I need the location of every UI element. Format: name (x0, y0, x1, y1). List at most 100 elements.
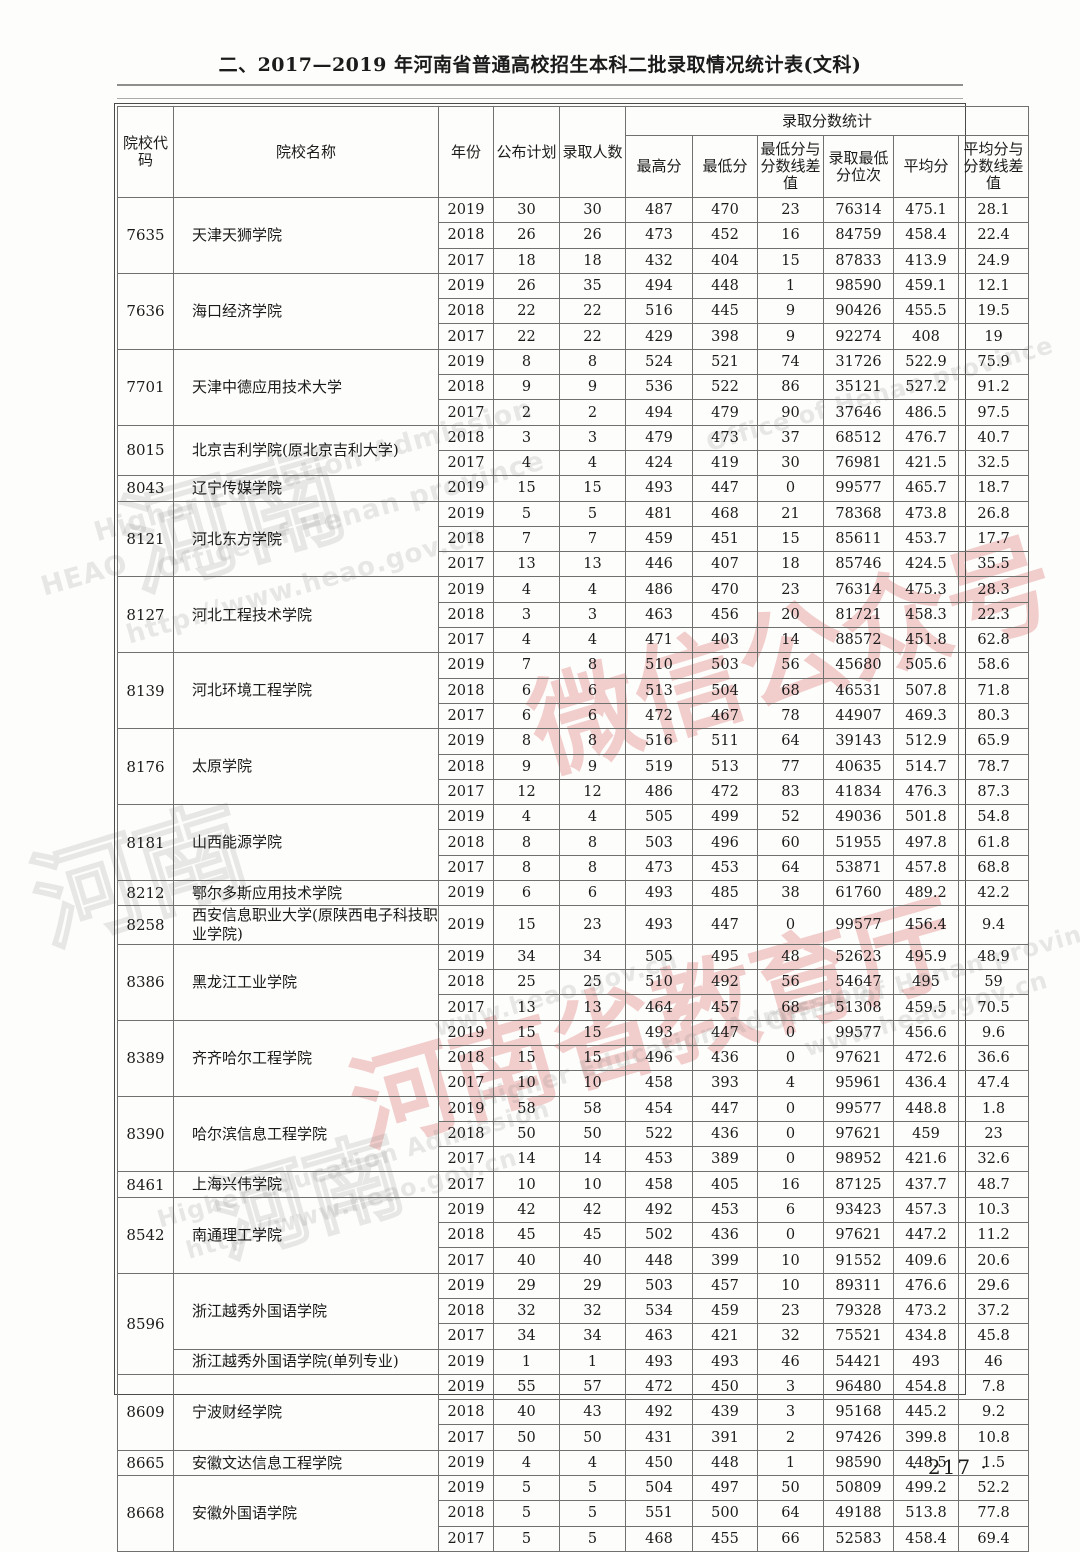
cell-year: 2019 (438, 1095, 494, 1122)
cell-year: 2017 (438, 1323, 494, 1350)
cell-plan: 22 (493, 298, 560, 325)
table-row: 2018 50 50 522 436 0 97621 459 23 (118, 1120, 1030, 1148)
cell-avg-diff: 91.2 (957, 374, 1030, 401)
cell-min-diff: 16 (757, 1171, 824, 1198)
cell-max-score: 492 (625, 1399, 693, 1426)
cell-admitted: 15 (559, 475, 626, 502)
cell-min-diff: 64 (757, 854, 824, 882)
cell-plan: 15 (493, 1019, 560, 1047)
table-row: 7701 天津中德应用技术大学 2019 8 8 524 521 74 31726 522.9 75… (117, 348, 1030, 426)
cell-min-rank: 76981 (823, 449, 894, 477)
cell-admitted: 43 (559, 1399, 626, 1426)
table-row: 2018 9 9 536 522 86 35121 527.2 91.2 (118, 374, 1030, 401)
cell-admitted: 14 (559, 1146, 626, 1173)
cell-plan: 42 (493, 1196, 560, 1224)
cell-min-rank: 31726 (823, 348, 894, 376)
cell-min-diff: 66 (757, 1525, 824, 1552)
cell-avg-score: 399.8 (893, 1424, 959, 1451)
cell-year: 2018 (438, 1399, 494, 1426)
cell-avg-score: 424.5 (893, 551, 959, 578)
cell-avg-diff: 46 (957, 1348, 1030, 1375)
cell-year: 2017 (438, 551, 494, 578)
cell-school-code: 8386 (117, 943, 174, 1021)
table-row: 8212 鄂尔多斯应用技术学院 2019 6 6 493 485 38 61760 489.2 42… (117, 880, 1030, 907)
cell-plan: 3 (493, 601, 560, 629)
header-avg-diff: 平均分与分数线差值 (957, 135, 1030, 198)
cell-admitted: 50 (559, 1424, 626, 1451)
table-body: 7635 天津天狮学院 2019 30 30 487 470 23 76314 475.1 28.1… (117, 196, 1030, 1552)
cell-plan: 13 (493, 994, 560, 1021)
cell-school-code: 8139 (117, 652, 174, 730)
cell-admitted: 34 (559, 943, 626, 971)
cell-school-name: 河北工程技术学院 (173, 576, 439, 654)
cell-admitted: 6 (559, 677, 626, 704)
header-code: 院校代码 (117, 106, 174, 198)
cell-min-rank: 68512 (823, 424, 894, 451)
cell-plan: 29 (493, 1272, 560, 1299)
cell-min-score: 407 (692, 551, 758, 578)
cell-school-code: 8542 (117, 1196, 174, 1274)
page-number: · 217 · (0, 1455, 1080, 1479)
cell-plan: 4 (493, 449, 560, 477)
cell-year: 2019 (438, 475, 494, 502)
cell-avg-score: 505.6 (893, 652, 959, 679)
cell-year: 2018 (438, 424, 494, 451)
cell-admitted: 29 (559, 1272, 626, 1299)
cell-avg-score: 459.1 (893, 272, 959, 300)
cell-year: 2017 (438, 1424, 494, 1451)
cell-plan: 14 (493, 1146, 560, 1173)
cell-avg-score: 436.4 (893, 1070, 959, 1097)
cell-plan: 10 (493, 1171, 560, 1198)
cell-avg-diff: 40.7 (957, 424, 1030, 451)
cell-min-score: 451 (692, 525, 758, 553)
cell-avg-score: 456.4 (893, 905, 959, 945)
cell-min-rank: 45680 (823, 652, 894, 679)
cell-plan: 50 (493, 1120, 560, 1148)
cell-min-score: 500 (692, 1500, 758, 1527)
cell-max-score: 424 (625, 449, 693, 477)
cell-max-score: 522 (625, 1120, 693, 1148)
cell-plan: 8 (493, 829, 560, 856)
cell-school-name: 天津中德应用技术大学 (173, 348, 439, 426)
cell-year: 2019 (438, 1196, 494, 1224)
cell-plan: 9 (493, 753, 560, 780)
cell-min-diff: 14 (757, 627, 824, 654)
cell-admitted: 34 (559, 1323, 626, 1350)
cell-school-code: 8043 (117, 475, 174, 502)
cell-min-diff: 38 (757, 880, 824, 907)
cell-min-score: 421 (692, 1323, 758, 1350)
cell-max-score: 493 (625, 1348, 693, 1375)
table-row: 8461 上海兴伟学院 2017 10 10 458 405 16 87125 437.7 48.7 (117, 1171, 1030, 1198)
cell-avg-diff: 23 (957, 1120, 1030, 1148)
cell-plan: 15 (493, 905, 560, 945)
cell-avg-score: 456.6 (893, 1019, 959, 1047)
cell-min-score: 455 (692, 1525, 758, 1552)
cell-max-score: 448 (625, 1247, 693, 1274)
title-rule-bottom (117, 98, 963, 99)
table-row: 2018 26 26 473 452 16 84759 458.4 22.4 (118, 222, 1030, 249)
cell-plan: 34 (493, 1323, 560, 1350)
cell-max-score: 516 (625, 298, 693, 325)
cell-avg-score: 472.6 (893, 1044, 959, 1072)
cell-avg-diff: 45.8 (957, 1323, 1030, 1350)
cell-avg-diff: 28.3 (957, 576, 1030, 603)
cell-avg-diff: 97.5 (957, 399, 1030, 426)
cell-min-diff: 23 (757, 576, 824, 603)
cell-plan: 58 (493, 1095, 560, 1122)
cell-year: 2018 (438, 1044, 494, 1072)
cell-min-diff: 0 (757, 1019, 824, 1047)
cell-year: 2018 (438, 1500, 494, 1527)
cell-plan: 2 (493, 399, 560, 426)
cell-year: 2018 (438, 601, 494, 629)
cell-plan: 55 (493, 1373, 560, 1401)
cell-avg-score: 527.2 (893, 374, 959, 401)
cell-min-score: 389 (692, 1146, 758, 1173)
cell-min-score: 504 (692, 677, 758, 704)
cell-min-score: 439 (692, 1399, 758, 1426)
cell-year: 2017 (438, 247, 494, 274)
cell-admitted: 8 (559, 348, 626, 376)
cell-avg-score: 448.8 (893, 1095, 959, 1122)
cell-school-code: 7635 (117, 197, 174, 274)
table-row: 8139 河北环境工程学院 2019 7 8 510 503 56 45680 505.6 58.6 (117, 652, 1030, 730)
